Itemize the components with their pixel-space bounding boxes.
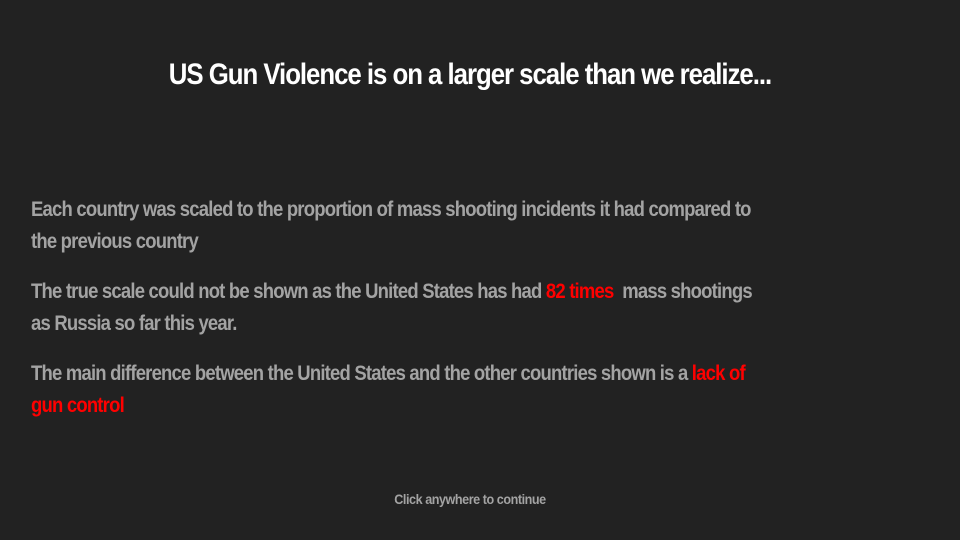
- paragraph-scaling-line-1: Each country was scaled to the proportio…: [31, 198, 751, 221]
- paragraph-true-scale-line-2: as Russia so far this year.: [31, 312, 237, 335]
- continue-prompt[interactable]: Click anywhere to continue: [394, 491, 546, 507]
- paragraph-scaling-note: Each country was scaled to the proportio…: [31, 194, 911, 258]
- highlight-lack-of: lack of: [691, 362, 746, 385]
- highlight-gun-control: gun control: [31, 394, 125, 417]
- paragraph-true-scale-before: The true scale could not be shown as the…: [31, 280, 546, 303]
- paragraph-main-difference-before: The main difference between the United S…: [31, 362, 692, 385]
- paragraph-main-difference: The main difference between the United S…: [31, 358, 911, 422]
- slide-body: Each country was scaled to the proportio…: [31, 194, 931, 440]
- slide-title: US Gun Violence is on a larger scale tha…: [168, 58, 772, 91]
- paragraph-scaling-line-2: the previous country: [31, 230, 199, 253]
- highlight-82-times: 82 times: [545, 280, 614, 303]
- paragraph-true-scale-after: mass shootings: [613, 280, 752, 303]
- paragraph-true-scale: The true scale could not be shown as the…: [31, 276, 911, 340]
